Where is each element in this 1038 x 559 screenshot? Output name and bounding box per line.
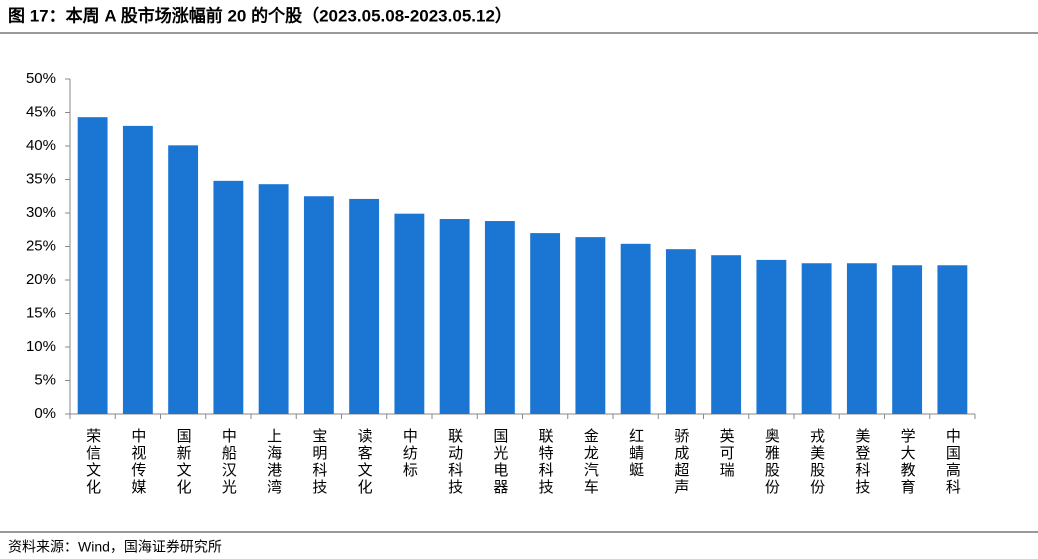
y-tick-label: 25% bbox=[26, 237, 56, 254]
x-tick-label: 戎美股份 bbox=[808, 428, 825, 496]
y-tick-label: 5% bbox=[34, 371, 56, 388]
bar bbox=[349, 198, 380, 414]
bar bbox=[846, 263, 877, 414]
x-tick-label: 金龙汽车 bbox=[582, 428, 599, 496]
x-tick-label: 读客文化 bbox=[356, 428, 373, 496]
chart-title: 图 17：本周 A 股市场涨幅前 20 的个股（2023.05.08-2023.… bbox=[8, 5, 512, 25]
x-tick-label: 荣信文化 bbox=[84, 428, 101, 496]
bar bbox=[303, 196, 334, 414]
y-tick-label: 0% bbox=[34, 405, 56, 422]
bar bbox=[892, 265, 923, 414]
x-tick-label: 中船汉光 bbox=[220, 428, 237, 496]
bar bbox=[575, 237, 606, 414]
x-tick-label: 国新文化 bbox=[175, 428, 192, 496]
bar bbox=[801, 263, 832, 414]
y-tick-label: 30% bbox=[26, 204, 56, 221]
y-tick-label: 40% bbox=[26, 137, 56, 154]
x-tick-label: 上海港湾 bbox=[265, 428, 282, 496]
bar bbox=[665, 249, 696, 414]
bar bbox=[168, 145, 199, 414]
bar bbox=[213, 180, 244, 414]
x-tick-label: 英可瑞 bbox=[718, 427, 735, 479]
bar bbox=[258, 184, 289, 414]
bar bbox=[620, 243, 651, 414]
bar bbox=[439, 219, 470, 414]
bar bbox=[122, 125, 153, 415]
x-tick-label: 骄成超声 bbox=[672, 428, 689, 496]
y-tick-label: 45% bbox=[26, 103, 56, 120]
y-tick-label: 35% bbox=[26, 170, 56, 187]
x-tick-label: 联动科技 bbox=[446, 428, 463, 496]
x-tick-label: 国光电器 bbox=[491, 428, 508, 496]
y-tick-label: 10% bbox=[26, 338, 56, 355]
bar bbox=[530, 233, 561, 414]
x-tick-label: 中纺标 bbox=[401, 428, 418, 479]
x-tick-label: 联特科技 bbox=[537, 428, 554, 496]
x-tick-label: 宝明科技 bbox=[310, 428, 327, 496]
x-tick-label: 奥雅股份 bbox=[763, 428, 780, 496]
bar bbox=[77, 117, 108, 414]
source-note: 资料来源：Wind，国海证券研究所 bbox=[8, 539, 222, 555]
bar bbox=[394, 213, 425, 414]
x-tick-label: 学大教育 bbox=[899, 428, 916, 496]
y-tick-label: 15% bbox=[26, 304, 56, 321]
bar bbox=[484, 221, 515, 414]
x-tick-label: 中国高科 bbox=[944, 428, 961, 496]
bar bbox=[756, 259, 787, 414]
x-tick-label: 红蜻蜓 bbox=[627, 428, 644, 479]
y-tick-label: 50% bbox=[26, 70, 56, 87]
bar bbox=[711, 255, 742, 414]
y-tick-label: 20% bbox=[26, 271, 56, 288]
x-tick-label: 美登科技 bbox=[853, 428, 870, 496]
x-tick-label: 中视传媒 bbox=[129, 428, 146, 496]
bar bbox=[937, 265, 968, 414]
